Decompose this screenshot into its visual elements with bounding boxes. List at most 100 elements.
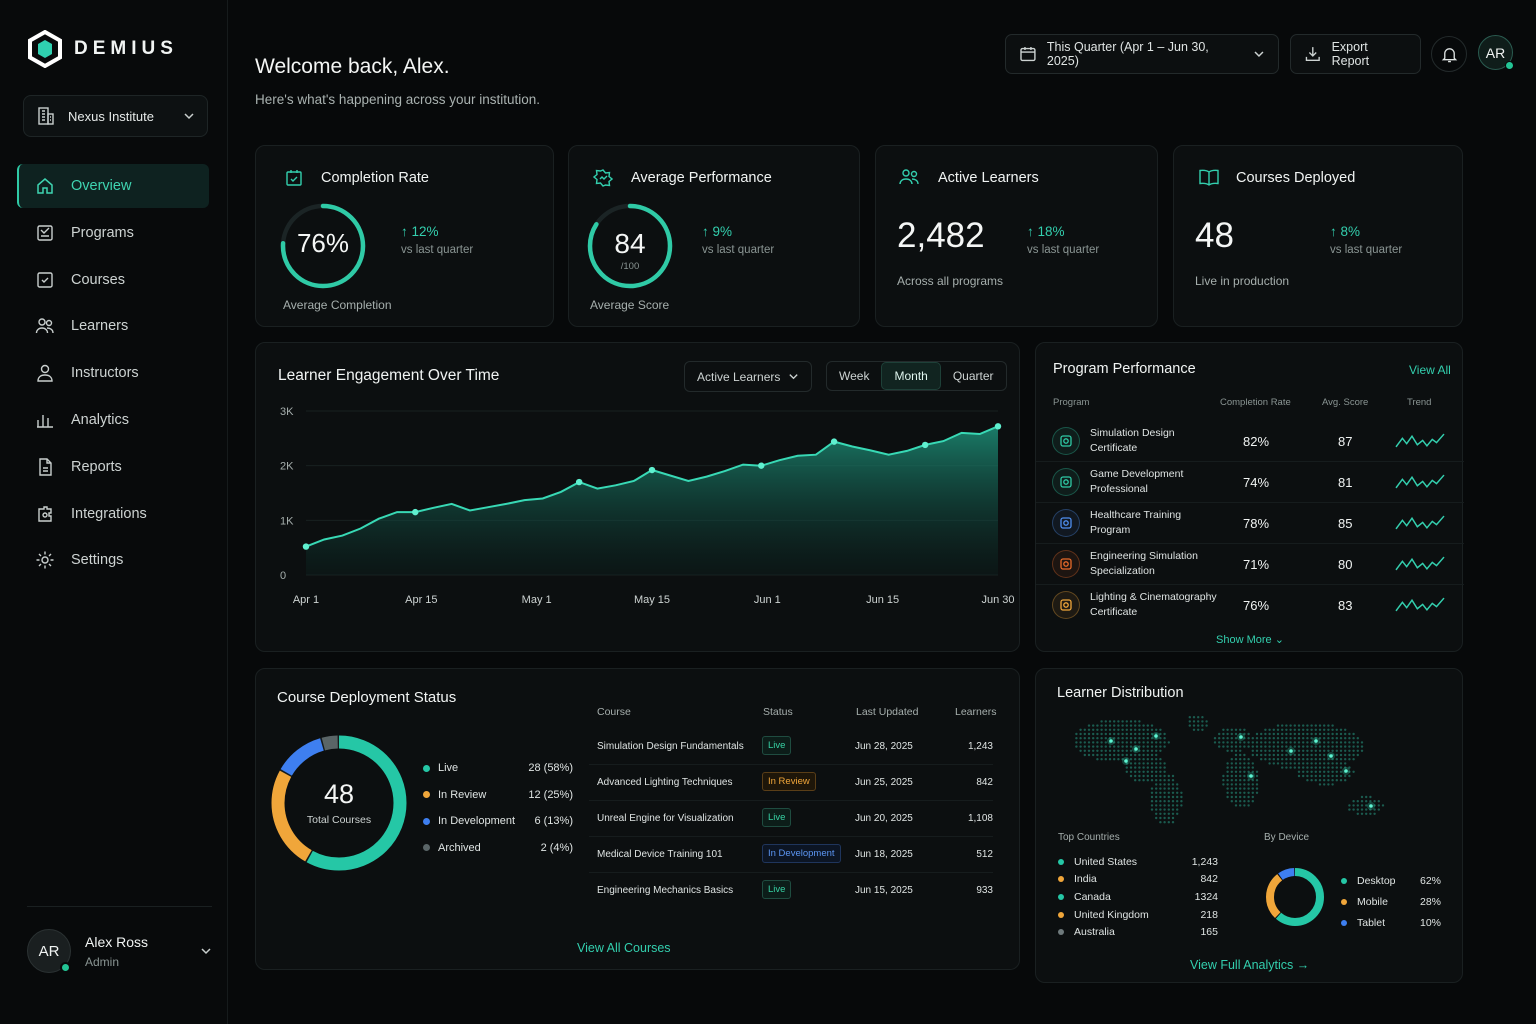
kpi-delta: ↑ 9% [702, 224, 733, 239]
table-row[interactable]: Healthcare Training Program 78% 85 [1036, 503, 1464, 544]
kpi-delta: ↑ 18% [1027, 224, 1065, 239]
notifications-button[interactable] [1431, 36, 1467, 72]
export-label: Export Report [1331, 40, 1370, 68]
trend-sparkline [1395, 433, 1445, 448]
col-status: Status [763, 706, 793, 718]
data-point[interactable] [994, 423, 1002, 430]
building-icon [38, 107, 54, 125]
kpi-delta-note: vs last quarter [702, 244, 775, 256]
card-title: Course Deployment Status [277, 689, 457, 706]
program-icon [1052, 427, 1080, 455]
brand-logo[interactable]: DEMIUS [28, 30, 178, 68]
last-updated: Jun 20, 2025 [855, 813, 913, 824]
sidebar-item-instructors[interactable]: Instructors [17, 351, 209, 395]
learner-count: 933 [976, 885, 993, 896]
table-row[interactable]: Simulation Design Certificate 82% 87 [1036, 421, 1464, 462]
sidebar-item-reports[interactable]: Reports [17, 445, 209, 489]
x-tick-label: May 15 [634, 594, 670, 606]
table-row[interactable]: Unreal Engine for Visualization Live Jun 2… [589, 801, 993, 837]
program-name: Lighting & Cinematography Certificate [1090, 591, 1217, 618]
learner-count: 1,243 [967, 741, 993, 752]
table-row[interactable]: Simulation Design Fundamentals Live Jun 28… [589, 729, 993, 765]
data-point[interactable] [758, 462, 765, 469]
area-fill [306, 426, 998, 575]
data-point[interactable] [575, 478, 583, 486]
table-row[interactable]: Engineering Mechanics Basics Live Jun 15, … [589, 873, 993, 909]
last-updated: Jun 18, 2025 [855, 849, 913, 860]
user-menu[interactable]: AR Alex Ross Admin [27, 906, 212, 973]
period-week[interactable]: Week [839, 369, 870, 383]
table-row[interactable]: Advanced Lighting Techniques In Review Jun… [589, 765, 993, 801]
sidebar-item-integrations[interactable]: Integrations [17, 492, 209, 536]
world-map-icon [1075, 716, 1385, 824]
kpi-value: 48 [1195, 216, 1234, 255]
col-learners: Learners [955, 706, 997, 718]
trend-sparkline [1395, 597, 1445, 612]
sidebar-item-label: Integrations [71, 505, 147, 522]
country-list: United States 1,243 India 842 Canada 1324 Unit… [1058, 853, 1218, 941]
online-indicator [1505, 61, 1514, 70]
view-full-analytics-link[interactable]: View Full Analytics → [1190, 958, 1310, 972]
program-icon [1052, 591, 1080, 619]
view-all-link[interactable]: View All [1409, 363, 1451, 377]
learner-count: 1,108 [967, 813, 993, 824]
show-more-button[interactable]: Show More ⌄ [1216, 634, 1284, 646]
program-score: 85 [1338, 516, 1353, 531]
data-point[interactable] [830, 438, 838, 445]
sidebar-item-analytics[interactable]: Analytics [17, 398, 209, 442]
sidebar-item-programs[interactable]: Programs [17, 211, 209, 255]
table-row[interactable]: Game Development Professional 74% 81 [1036, 462, 1464, 503]
donut-slice[interactable] [271, 735, 407, 871]
data-point[interactable] [921, 441, 929, 449]
countries-label: Top Countries [1058, 832, 1120, 843]
period-quarter[interactable]: Quarter [952, 369, 994, 383]
export-report-button[interactable]: Export Report [1290, 34, 1421, 74]
course-deployment-card: Course Deployment Status 48 Total Course… [255, 668, 1020, 970]
donut-slice[interactable] [1266, 868, 1324, 926]
program-rate: 71% [1243, 557, 1270, 572]
kpi-delta-note: vs last quarter [1027, 244, 1100, 256]
header-avatar[interactable]: AR [1478, 35, 1514, 70]
donut-total: 48 [323, 779, 355, 809]
sidebar-item-learners[interactable]: Learners [17, 304, 209, 348]
chart-title: Learner Engagement Over Time [278, 367, 500, 384]
program-name: Game Development Professional [1090, 468, 1184, 495]
data-point[interactable] [412, 508, 419, 516]
sidebar-item-overview[interactable]: Overview [17, 164, 209, 208]
legend-item: Live 28 (58%) [423, 755, 573, 782]
data-point[interactable] [302, 543, 310, 550]
donut-slice[interactable] [1266, 868, 1324, 926]
calendar-icon [1020, 47, 1036, 62]
chevron-down-icon [184, 113, 194, 120]
device-list: Desktop 62% Mobile 28% Tablet 10% [1341, 870, 1441, 933]
view-all-courses-link[interactable]: View All Courses [577, 941, 671, 955]
course-name: Medical Device Training 101 [597, 849, 723, 860]
kpi-title: Courses Deployed [1236, 170, 1356, 186]
analytics-icon [37, 414, 53, 428]
period-month[interactable]: Month [881, 362, 941, 390]
table-row[interactable]: Lighting & Cinematography Certificate 76% 8… [1036, 585, 1464, 626]
data-point[interactable] [648, 466, 656, 474]
completion-icon [286, 170, 302, 186]
country-item: Canada 1324 [1058, 888, 1218, 906]
sidebar-item-settings[interactable]: Settings [17, 538, 209, 582]
page-subtitle: Here's what's happening across your inst… [255, 92, 541, 107]
y-tick-label: 0 [280, 570, 286, 582]
sidebar-item-courses[interactable]: Courses [17, 258, 209, 302]
last-updated: Jun 15, 2025 [855, 885, 913, 896]
kpi-caption: Live in production [1195, 274, 1290, 288]
institution-name: Nexus Institute [68, 108, 154, 124]
status-badge: In Review [762, 772, 816, 791]
table-row[interactable]: Engineering Simulation Specialization 71% 8… [1036, 544, 1464, 585]
date-range-picker[interactable]: This Quarter (Apr 1 – Jun 30, 2025) [1005, 34, 1279, 74]
device-item: Mobile 28% [1341, 891, 1441, 912]
donut-slice[interactable] [271, 735, 407, 871]
device-label: By Device [1264, 832, 1310, 843]
program-icon [1052, 509, 1080, 537]
metric-dropdown[interactable]: Active Learners [684, 361, 812, 392]
performance-ring [587, 203, 673, 289]
table-row[interactable]: Medical Device Training 101 In Developmen… [589, 837, 993, 873]
institution-selector[interactable]: Nexus Institute [23, 95, 208, 137]
kpi-caption: Across all programs [897, 274, 1004, 288]
chevron-down-icon[interactable] [200, 945, 212, 957]
